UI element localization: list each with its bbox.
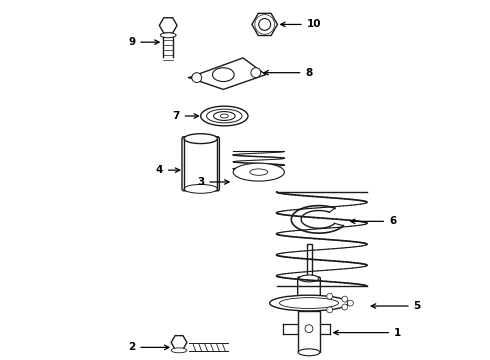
Circle shape [347, 300, 353, 306]
FancyBboxPatch shape [182, 137, 220, 191]
Text: 7: 7 [172, 111, 198, 121]
Ellipse shape [270, 295, 348, 311]
Ellipse shape [250, 169, 268, 175]
Ellipse shape [171, 348, 187, 353]
Circle shape [327, 293, 333, 299]
Bar [307, 244, 312, 278]
Ellipse shape [214, 112, 235, 121]
Circle shape [251, 68, 261, 78]
Text: 9: 9 [128, 37, 159, 47]
Text: 1: 1 [334, 328, 401, 338]
Bar [298, 311, 320, 352]
Ellipse shape [184, 184, 218, 193]
Text: 8: 8 [264, 68, 313, 78]
Text: 6: 6 [350, 216, 396, 226]
Text: 3: 3 [197, 177, 229, 187]
Circle shape [192, 73, 202, 82]
Text: 10: 10 [281, 19, 321, 30]
Polygon shape [189, 58, 266, 89]
Ellipse shape [213, 68, 234, 82]
Ellipse shape [233, 163, 284, 181]
Ellipse shape [298, 349, 320, 356]
Text: 2: 2 [128, 342, 169, 352]
Circle shape [342, 304, 348, 310]
Ellipse shape [299, 275, 319, 282]
FancyBboxPatch shape [297, 277, 320, 305]
Circle shape [327, 307, 333, 313]
Ellipse shape [220, 114, 228, 118]
Ellipse shape [184, 134, 218, 144]
Ellipse shape [279, 298, 339, 309]
Ellipse shape [207, 109, 242, 123]
Text: 5: 5 [371, 301, 421, 311]
Circle shape [342, 296, 348, 302]
Circle shape [259, 18, 270, 30]
Ellipse shape [160, 33, 176, 38]
Ellipse shape [201, 106, 248, 126]
Text: 4: 4 [156, 165, 180, 175]
Circle shape [305, 325, 313, 333]
